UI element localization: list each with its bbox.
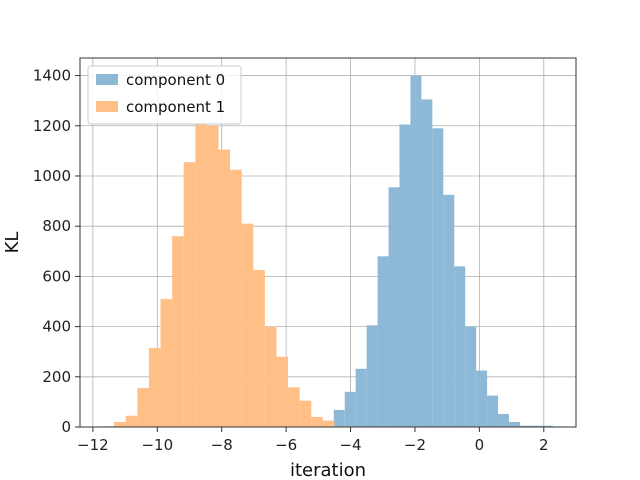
y-tick-label: 1000 <box>33 167 71 185</box>
bar-series-1 <box>137 388 149 427</box>
legend-swatch <box>96 74 118 85</box>
bar-series-1 <box>299 400 312 427</box>
y-axis-label: KL <box>2 232 23 254</box>
bar-series-0 <box>388 187 400 427</box>
bar-series-1 <box>230 169 242 427</box>
x-tick-label: 2 <box>539 436 549 454</box>
bar-series-0 <box>465 326 477 427</box>
bar-series-0 <box>443 194 455 427</box>
y-tick-label: 800 <box>42 217 71 235</box>
bar-series-1 <box>148 347 161 427</box>
bar-series-0 <box>333 409 345 427</box>
bar-series-1 <box>322 420 335 427</box>
bar-series-0 <box>509 421 520 427</box>
bar-series-1 <box>264 326 277 427</box>
x-tick-label: −4 <box>339 436 361 454</box>
x-tick-label: −10 <box>141 436 173 454</box>
bar-series-1 <box>125 415 138 427</box>
y-tick-label: 200 <box>42 368 71 386</box>
axis-ticks: −12 −10 −8 −6 −4 −2 0 2 0 200 400 600 800 1000 1200 140… <box>33 67 549 454</box>
x-tick-label: −6 <box>275 436 297 454</box>
legend-label: component 0 <box>126 71 225 89</box>
y-tick-label: 1200 <box>33 117 71 135</box>
bar-series-1 <box>241 223 254 427</box>
bar-series-0 <box>530 425 542 427</box>
bar-series-0 <box>344 391 356 427</box>
bar-series-1 <box>253 270 265 427</box>
bar-series-1 <box>114 421 126 427</box>
legend: component 0 component 1 <box>87 65 242 125</box>
bar-series-1 <box>311 416 323 427</box>
x-tick-label: 0 <box>475 436 485 454</box>
bar-series-1 <box>276 356 289 427</box>
x-tick-label: −2 <box>404 436 426 454</box>
bar-series-0 <box>377 256 389 427</box>
x-tick-label: −8 <box>211 436 233 454</box>
bar-series-0 <box>421 99 433 427</box>
plot-area-frame <box>79 57 577 428</box>
bar-series-0 <box>519 425 531 427</box>
bar-series-0 <box>541 425 553 427</box>
bar-series-1 <box>195 123 207 427</box>
bar-series-0 <box>399 124 411 427</box>
bar-series-0 <box>454 266 466 427</box>
y-tick-label: 0 <box>61 418 71 436</box>
y-tick-label: 400 <box>42 318 71 336</box>
bar-series-0 <box>487 395 499 427</box>
bar-series-1 <box>206 125 219 427</box>
bar-series-0 <box>476 370 488 427</box>
bar-series-1 <box>218 149 231 428</box>
legend-swatch <box>96 101 118 112</box>
bar-series-0 <box>410 75 422 428</box>
x-tick-label: −12 <box>77 436 109 454</box>
bar-series-1 <box>172 236 184 427</box>
bar-series-0 <box>355 368 367 427</box>
bar-series-0 <box>366 325 378 427</box>
y-tick-label: 600 <box>42 267 71 285</box>
bar-series-1 <box>160 298 173 427</box>
legend-box <box>87 65 242 125</box>
bar-series-1 <box>183 162 196 427</box>
legend-label: component 1 <box>126 98 225 116</box>
x-axis-label: iteration <box>290 460 366 480</box>
bar-series-0 <box>498 413 510 427</box>
histogram-bars <box>102 75 553 428</box>
bar-series-0 <box>432 128 444 428</box>
y-tick-label: 1400 <box>33 67 71 85</box>
bar-series-1 <box>288 387 300 427</box>
